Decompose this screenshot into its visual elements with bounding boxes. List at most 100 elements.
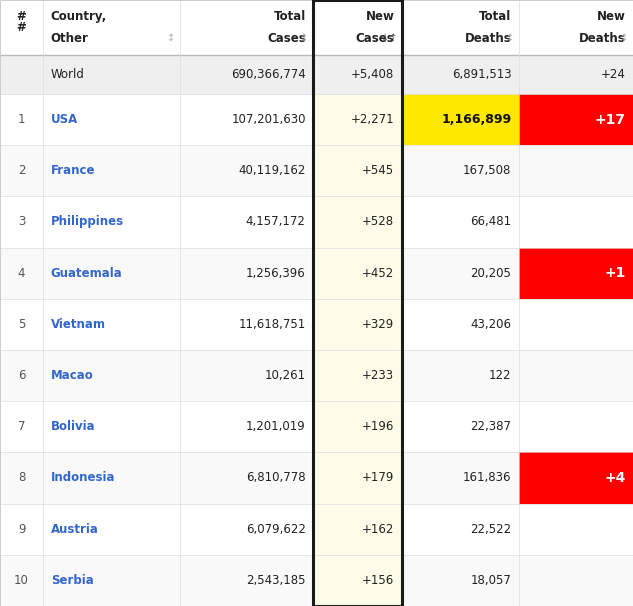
Text: 122: 122 — [489, 369, 511, 382]
Text: Guatemala: Guatemala — [51, 267, 122, 279]
Text: +156: +156 — [362, 574, 394, 587]
Text: #: # — [16, 10, 27, 23]
Text: 2: 2 — [18, 164, 25, 177]
Text: Deaths: Deaths — [579, 32, 625, 45]
Text: Vietnam: Vietnam — [51, 318, 106, 331]
Text: Macao: Macao — [51, 369, 94, 382]
Text: 107,201,630: 107,201,630 — [231, 113, 306, 126]
Text: 690,366,774: 690,366,774 — [231, 68, 306, 81]
Text: 9: 9 — [18, 523, 25, 536]
Text: Total: Total — [273, 10, 306, 23]
Text: Philippines: Philippines — [51, 216, 124, 228]
Bar — [519, 94, 633, 145]
Text: +545: +545 — [362, 164, 394, 177]
Text: #: # — [16, 21, 27, 34]
Bar — [402, 94, 519, 145]
Text: France: France — [51, 164, 95, 177]
Text: +24: +24 — [601, 68, 625, 81]
Text: +1: +1 — [604, 266, 625, 280]
Text: +2,271: +2,271 — [351, 113, 394, 126]
Text: 11,618,751: 11,618,751 — [239, 318, 306, 331]
Bar — [0, 504, 633, 555]
Bar — [313, 247, 402, 299]
Bar — [0, 452, 633, 504]
Bar — [0, 145, 633, 196]
Text: ↕: ↕ — [167, 33, 175, 43]
Text: Indonesia: Indonesia — [51, 471, 115, 484]
Text: +452: +452 — [362, 267, 394, 279]
Bar — [0, 299, 633, 350]
Text: 6,079,622: 6,079,622 — [246, 523, 306, 536]
Text: 66,481: 66,481 — [470, 216, 511, 228]
Bar — [0, 555, 633, 606]
Bar — [313, 299, 402, 350]
Text: Serbia: Serbia — [51, 574, 94, 587]
Text: Total: Total — [479, 10, 511, 23]
Bar — [0, 350, 633, 401]
Text: 167,508: 167,508 — [463, 164, 511, 177]
Text: 20,205: 20,205 — [470, 267, 511, 279]
Text: 1: 1 — [18, 113, 25, 126]
Text: +4: +4 — [604, 471, 625, 485]
Text: ↕: ↕ — [620, 33, 628, 43]
Text: Bolivia: Bolivia — [51, 421, 95, 433]
Bar — [0, 55, 633, 94]
Bar — [313, 196, 402, 247]
Bar — [313, 145, 402, 196]
Text: 22,387: 22,387 — [470, 421, 511, 433]
Bar — [313, 401, 402, 452]
Text: 3: 3 — [18, 216, 25, 228]
Text: +329: +329 — [362, 318, 394, 331]
Bar — [313, 504, 402, 555]
Text: World: World — [51, 68, 85, 81]
Bar — [519, 247, 633, 299]
Text: +233: +233 — [362, 369, 394, 382]
Text: 6,891,513: 6,891,513 — [452, 68, 511, 81]
Text: 1,256,396: 1,256,396 — [246, 267, 306, 279]
Bar — [0, 0, 633, 55]
Text: 22,522: 22,522 — [470, 523, 511, 536]
Bar — [519, 452, 633, 504]
Text: +179: +179 — [362, 471, 394, 484]
Text: 161,836: 161,836 — [463, 471, 511, 484]
Bar — [313, 55, 402, 94]
Bar — [313, 94, 402, 145]
Text: 2,543,185: 2,543,185 — [246, 574, 306, 587]
Text: 6,810,778: 6,810,778 — [246, 471, 306, 484]
Text: +162: +162 — [362, 523, 394, 536]
Text: 43,206: 43,206 — [470, 318, 511, 331]
Text: +17: +17 — [594, 113, 625, 127]
Text: Deaths: Deaths — [465, 32, 511, 45]
Bar — [313, 555, 402, 606]
Text: ↕: ↕ — [506, 33, 514, 43]
Text: 10: 10 — [14, 574, 29, 587]
Text: +5,408: +5,408 — [351, 68, 394, 81]
Text: 4: 4 — [18, 267, 25, 279]
Text: 1,201,019: 1,201,019 — [246, 421, 306, 433]
Text: 40,119,162: 40,119,162 — [239, 164, 306, 177]
Text: 1,166,899: 1,166,899 — [441, 113, 511, 126]
Text: ↕: ↕ — [300, 33, 308, 43]
Text: +528: +528 — [362, 216, 394, 228]
Text: 4,157,172: 4,157,172 — [246, 216, 306, 228]
Bar — [0, 94, 633, 145]
Bar — [0, 247, 633, 299]
Text: USA: USA — [51, 113, 78, 126]
Text: 10,261: 10,261 — [265, 369, 306, 382]
Bar — [313, 350, 402, 401]
Text: Cases: Cases — [267, 32, 306, 45]
Text: Austria: Austria — [51, 523, 99, 536]
Text: 6: 6 — [18, 369, 25, 382]
Bar — [0, 196, 633, 247]
Text: New: New — [365, 10, 394, 23]
Text: Cases: Cases — [356, 32, 394, 45]
Bar — [313, 0, 402, 606]
Text: 5: 5 — [18, 318, 25, 331]
Text: 18,057: 18,057 — [470, 574, 511, 587]
Text: Country,: Country, — [51, 10, 107, 23]
Text: ↓↑: ↓↑ — [380, 33, 397, 43]
Text: 7: 7 — [18, 421, 25, 433]
Text: Other: Other — [51, 32, 89, 45]
Bar — [0, 401, 633, 452]
Bar — [313, 452, 402, 504]
